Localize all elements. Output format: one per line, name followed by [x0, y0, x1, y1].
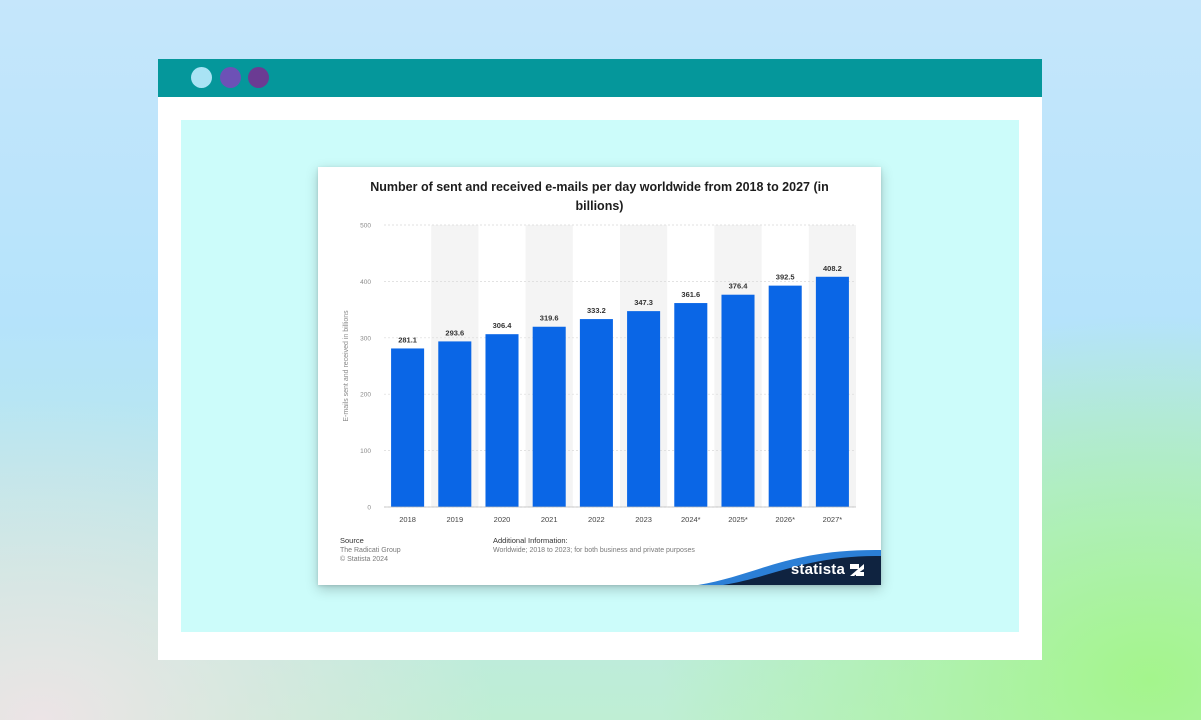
x-tick-label: 2020	[494, 515, 511, 524]
y-tick-label: 300	[360, 335, 371, 342]
value-label: 376.4	[729, 282, 749, 291]
source-line-1: The Radicati Group	[340, 546, 401, 554]
source-heading: Source	[340, 536, 364, 545]
value-label: 347.3	[634, 298, 653, 307]
bar-2019	[438, 341, 472, 507]
bar-2027-est	[815, 276, 849, 507]
value-label: 361.6	[681, 290, 700, 299]
bar-2026-est	[768, 285, 802, 507]
bar-2022	[579, 319, 613, 507]
value-label: 392.5	[776, 273, 795, 282]
bar-2024-est	[674, 303, 708, 507]
y-tick-label: 100	[360, 448, 371, 455]
x-tick-label: 2019	[446, 515, 463, 524]
chart-card: Number of sent and received e-mails per …	[318, 167, 881, 585]
y-tick-label: 500	[360, 223, 371, 230]
y-tick-label: 200	[360, 392, 371, 399]
bar-2020	[485, 334, 519, 507]
additional-info-block: Additional Information: Worldwide; 2018 …	[493, 536, 695, 555]
value-label: 408.2	[823, 264, 842, 273]
content-panel: Number of sent and received e-mails per …	[181, 120, 1019, 632]
browser-window: Number of sent and received e-mails per …	[158, 59, 1042, 660]
y-axis-title: E-mails sent and received in billions	[343, 310, 350, 422]
x-tick-label: 2021	[541, 515, 558, 524]
x-tick-label: 2024*	[681, 515, 701, 524]
chart-title: Number of sent and received e-mails per …	[370, 180, 829, 213]
value-label: 319.6	[540, 314, 559, 323]
statista-logo[interactable]: statista	[791, 561, 864, 578]
bar-chart: 0 100 200 300 400 500 E-mails sent and receive…	[343, 223, 856, 524]
value-label: 306.4	[493, 321, 513, 330]
x-tick-label: 2027*	[823, 515, 843, 524]
additional-info-text: Worldwide; 2018 to 2023; for both busine…	[493, 546, 695, 554]
window-dot-light[interactable]	[191, 67, 212, 88]
x-tick-label: 2025*	[728, 515, 748, 524]
bar-2021	[532, 326, 566, 507]
brand-name: statista	[790, 561, 845, 578]
source-block: Source The Radicati Group © Statista 202…	[340, 536, 401, 565]
x-tick-label: 2018	[399, 515, 416, 524]
source-line-2: © Statista 2024	[340, 556, 388, 563]
window-dot-purple[interactable]	[220, 67, 241, 88]
x-tick-label: 2022	[588, 515, 605, 524]
y-tick-label: 0	[367, 505, 371, 512]
statista-mark-icon	[850, 563, 864, 576]
bar-2025-est	[721, 294, 755, 507]
value-label: 281.1	[398, 335, 417, 344]
window-dot-violet[interactable]	[248, 67, 269, 88]
bar-2018	[391, 348, 425, 507]
x-tick-label: 2026*	[775, 515, 795, 524]
value-label: 293.6	[445, 328, 464, 337]
window-titlebar	[158, 59, 1042, 97]
x-tick-label: 2023	[635, 515, 652, 524]
additional-info-heading: Additional Information:	[493, 536, 568, 545]
value-label: 333.2	[587, 306, 606, 315]
bar-2023	[627, 311, 661, 507]
footer-swoosh	[698, 549, 881, 585]
y-tick-label: 400	[360, 279, 371, 286]
